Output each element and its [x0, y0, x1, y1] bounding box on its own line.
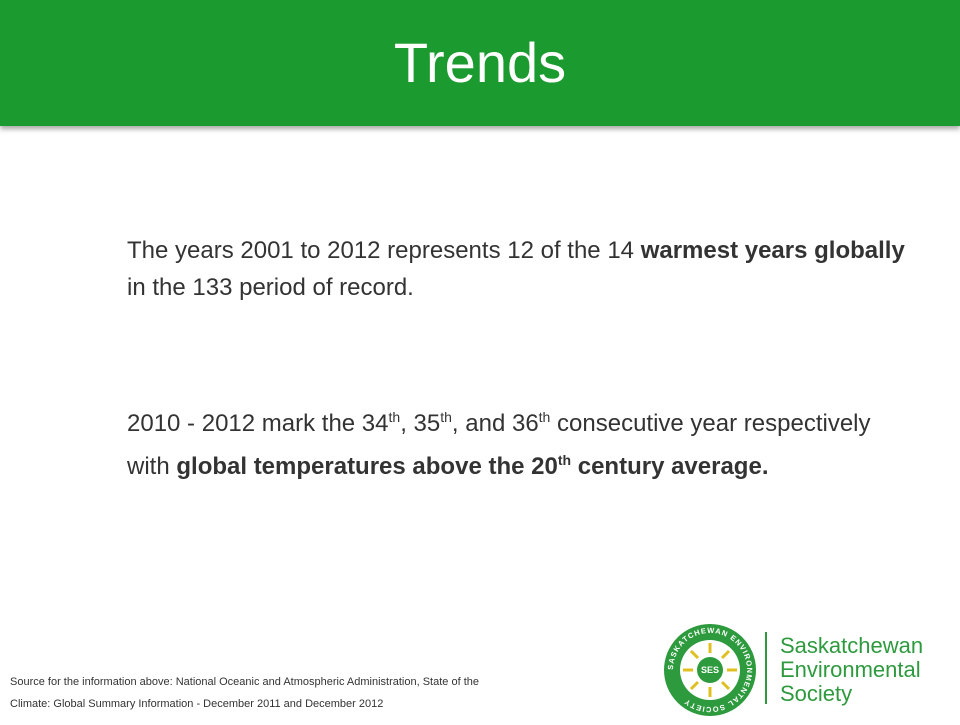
superscript: th [558, 452, 571, 468]
superscript: th [389, 409, 401, 425]
text-run: warmest years globally [640, 237, 905, 264]
logo-rays [683, 643, 737, 697]
text-run: th [557, 452, 572, 468]
slide-title: Trends [393, 31, 567, 94]
logo-wordmark: Environmental [780, 657, 921, 682]
text-run: global temperatures above the 20 [176, 453, 558, 480]
logo-wordmark: Saskatchewan [780, 633, 924, 658]
logo-wordmark: Society [780, 681, 853, 706]
logo-emblem: SES SASKATCHEWAN ENVIRONMENTAL SOCIETY [664, 624, 756, 716]
text-run: , and 36 [451, 410, 539, 437]
source-note: Climate: Global Summary Information - De… [10, 698, 384, 710]
text-run: th [388, 409, 401, 425]
text-run: th [440, 409, 452, 425]
superscript: th [440, 409, 452, 425]
paragraph: The years 2001 to 2012 represents 12 of … [127, 232, 907, 306]
text-run: 2010 - 2012 mark the 34 [127, 410, 389, 437]
text-run: in the 133 period of record. [127, 274, 414, 301]
superscript: th [539, 409, 551, 425]
logo-divider [765, 632, 767, 704]
text-run: consecutive year respectively with [127, 410, 871, 480]
header: Trends [0, 0, 960, 126]
paragraph: 2010 - 2012 mark the 34th, 35th, and 36t… [127, 402, 907, 488]
text-run: century average. [571, 453, 769, 480]
source-note: Source for the information above: Nation… [10, 676, 479, 688]
text-run: The years 2001 to 2012 represents 12 of … [127, 237, 641, 264]
text-run: th [538, 409, 551, 425]
logo-emblem-text: SES [701, 665, 719, 675]
logo-center [697, 657, 723, 683]
text-run: , 35 [400, 410, 441, 437]
